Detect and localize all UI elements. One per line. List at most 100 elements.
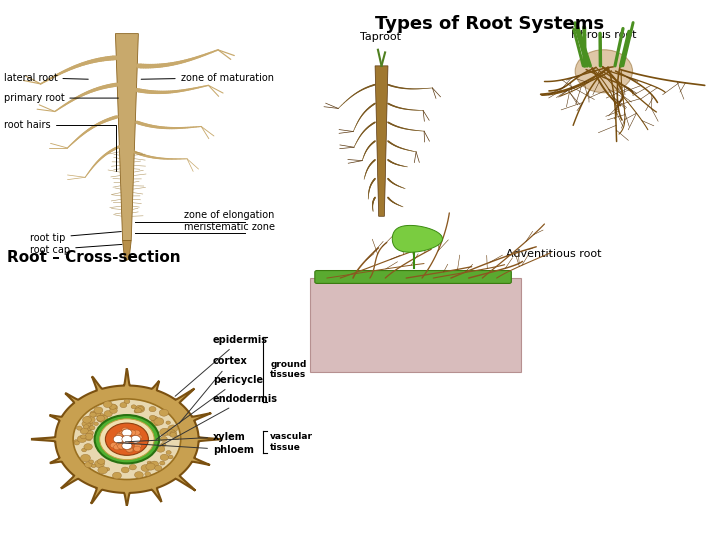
- Circle shape: [73, 399, 181, 480]
- Circle shape: [150, 419, 160, 426]
- Circle shape: [86, 437, 91, 441]
- Circle shape: [85, 433, 93, 440]
- Circle shape: [149, 415, 156, 420]
- Circle shape: [110, 443, 117, 448]
- Text: Adventitious root: Adventitious root: [506, 249, 601, 259]
- Text: cortex: cortex: [179, 356, 248, 423]
- Circle shape: [135, 435, 142, 440]
- Circle shape: [130, 435, 140, 443]
- Circle shape: [160, 461, 165, 465]
- Circle shape: [141, 464, 150, 471]
- Circle shape: [147, 461, 152, 464]
- Circle shape: [97, 458, 105, 464]
- Circle shape: [112, 472, 122, 479]
- Text: zone of elongation: zone of elongation: [184, 210, 274, 220]
- Text: Taproot: Taproot: [359, 32, 400, 42]
- Bar: [310, 278, 521, 372]
- Circle shape: [149, 407, 156, 412]
- Circle shape: [174, 435, 179, 440]
- Circle shape: [86, 430, 94, 436]
- Circle shape: [134, 443, 141, 449]
- Circle shape: [77, 435, 86, 442]
- Circle shape: [81, 435, 86, 439]
- Circle shape: [146, 463, 156, 470]
- Polygon shape: [122, 240, 131, 261]
- Circle shape: [575, 50, 633, 93]
- Circle shape: [89, 426, 95, 430]
- Circle shape: [120, 437, 127, 443]
- Circle shape: [99, 419, 154, 460]
- Polygon shape: [392, 225, 443, 252]
- Circle shape: [115, 435, 122, 440]
- Circle shape: [121, 467, 129, 473]
- Circle shape: [109, 408, 117, 414]
- Circle shape: [168, 425, 178, 433]
- Circle shape: [123, 429, 130, 434]
- Circle shape: [125, 438, 132, 444]
- Circle shape: [129, 430, 136, 435]
- Circle shape: [154, 418, 163, 425]
- Circle shape: [85, 462, 93, 468]
- Circle shape: [135, 471, 143, 478]
- Text: Root – Cross-section: Root – Cross-section: [7, 249, 181, 265]
- Circle shape: [156, 446, 165, 452]
- Polygon shape: [32, 368, 221, 505]
- Text: Types of Root Systems: Types of Root Systems: [374, 15, 603, 33]
- Circle shape: [161, 436, 167, 442]
- Circle shape: [73, 440, 78, 443]
- Circle shape: [90, 411, 97, 416]
- Circle shape: [160, 428, 170, 436]
- Text: pericycle: pericycle: [156, 375, 263, 440]
- Circle shape: [155, 465, 162, 471]
- Circle shape: [145, 472, 150, 476]
- Circle shape: [161, 443, 166, 447]
- Circle shape: [115, 434, 122, 439]
- Circle shape: [105, 423, 148, 455]
- Text: lateral root: lateral root: [4, 73, 89, 83]
- Circle shape: [83, 416, 91, 423]
- Circle shape: [86, 422, 93, 427]
- Circle shape: [97, 414, 104, 419]
- FancyBboxPatch shape: [315, 271, 511, 284]
- Polygon shape: [115, 33, 138, 240]
- Circle shape: [170, 431, 176, 436]
- Circle shape: [170, 433, 176, 437]
- Circle shape: [124, 400, 130, 404]
- Circle shape: [148, 462, 154, 467]
- Circle shape: [76, 426, 82, 430]
- Circle shape: [125, 443, 132, 448]
- Circle shape: [159, 409, 168, 416]
- Circle shape: [150, 461, 158, 467]
- Polygon shape: [375, 66, 388, 217]
- Circle shape: [126, 447, 133, 452]
- Circle shape: [167, 429, 176, 436]
- Circle shape: [104, 401, 112, 408]
- Circle shape: [89, 460, 94, 463]
- Circle shape: [84, 444, 92, 450]
- Circle shape: [122, 438, 129, 444]
- Circle shape: [134, 409, 139, 413]
- Circle shape: [85, 416, 95, 423]
- Circle shape: [122, 442, 130, 447]
- Circle shape: [119, 444, 126, 449]
- Circle shape: [122, 442, 132, 449]
- Text: root cap: root cap: [30, 245, 122, 254]
- Text: root tip: root tip: [30, 232, 121, 243]
- Circle shape: [74, 441, 79, 445]
- Circle shape: [123, 437, 130, 442]
- Circle shape: [129, 464, 136, 470]
- Circle shape: [114, 444, 121, 450]
- Circle shape: [81, 454, 91, 462]
- Text: root hairs: root hairs: [4, 120, 116, 171]
- Circle shape: [98, 467, 107, 474]
- Text: Fibrous root: Fibrous root: [571, 30, 636, 40]
- Circle shape: [105, 468, 109, 471]
- Circle shape: [135, 408, 141, 413]
- Circle shape: [124, 433, 131, 438]
- Circle shape: [94, 422, 99, 426]
- Circle shape: [122, 435, 132, 443]
- Circle shape: [117, 444, 125, 449]
- Circle shape: [82, 421, 91, 427]
- Circle shape: [94, 415, 159, 463]
- Circle shape: [123, 433, 130, 438]
